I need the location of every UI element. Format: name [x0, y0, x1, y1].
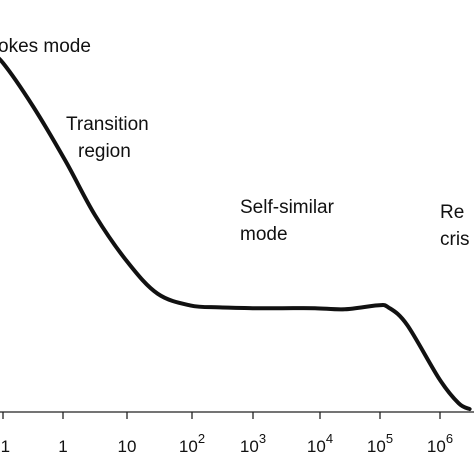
- x-tick-label: 106: [427, 431, 453, 456]
- x-tick-label: 105: [367, 431, 393, 456]
- x-tick-label: 104: [307, 431, 333, 456]
- x-tick-label: 103: [240, 431, 266, 456]
- annotation-stokes-mode: okes mode: [0, 36, 91, 57]
- x-tick-label: 102: [179, 431, 205, 456]
- annotations: okes mode Transition region Self-similar…: [0, 36, 470, 250]
- x-axis: .1 1 10 102 103 104 105 106: [0, 411, 474, 456]
- annotation-self-similar-mode: Self-similar mode: [240, 197, 339, 245]
- annotation-transition-region: Transition region: [66, 114, 154, 162]
- x-tick-label: 10: [118, 437, 137, 456]
- x-tick-label: 1: [58, 437, 67, 456]
- annotation-drag-crisis: Re cris: [440, 202, 470, 250]
- x-tick-label: .1: [0, 437, 10, 456]
- series-line: [0, 56, 472, 411]
